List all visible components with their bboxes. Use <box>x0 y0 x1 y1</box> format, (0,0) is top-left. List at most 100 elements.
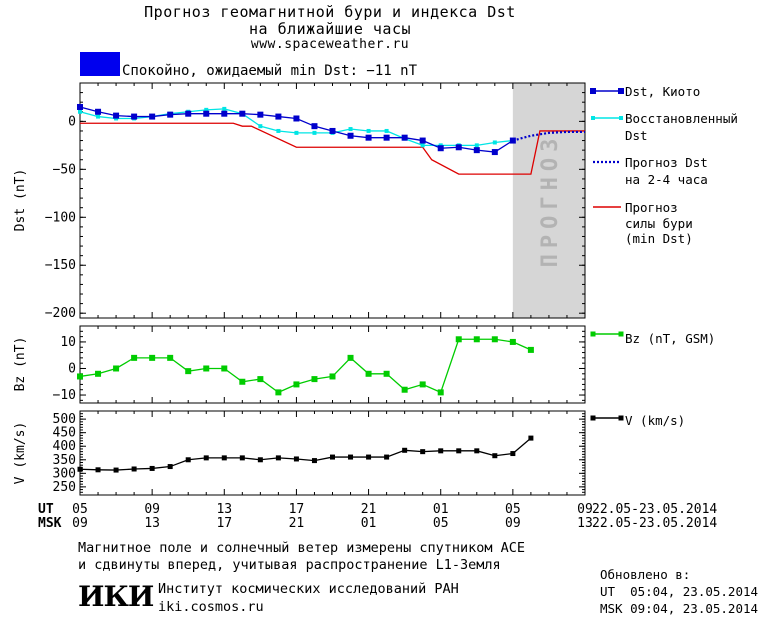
v-point <box>257 457 263 463</box>
v-point <box>384 454 390 460</box>
y-tick-label: 0 <box>68 114 76 129</box>
v-point <box>293 456 299 462</box>
bz-point <box>95 370 102 377</box>
legend-dst-kyoto-swatch-marker <box>618 88 624 94</box>
legend-dst-restored: Восстановленный <box>625 111 738 126</box>
v-point <box>167 464 173 470</box>
y-tick-label: 0 <box>68 361 76 376</box>
dst-restored-point <box>222 106 227 111</box>
y-tick-label: 500 <box>53 412 76 427</box>
bz-point <box>149 354 156 361</box>
dst-kyoto-point <box>329 127 336 134</box>
panel-frame <box>79 325 586 404</box>
v-point <box>456 448 462 454</box>
msk-tick-label: 17 <box>216 516 232 531</box>
bz-point <box>221 365 228 372</box>
bz-point <box>473 336 480 343</box>
y-axis-label: Dst (nT) <box>13 169 28 232</box>
bz-point <box>383 370 390 377</box>
bz-point <box>401 386 408 393</box>
v-point <box>330 454 335 460</box>
dst-kyoto-point <box>77 103 83 110</box>
forecast-band-label: ПРОГНОЗ <box>538 133 563 268</box>
v-point <box>402 447 408 453</box>
bz-point <box>77 373 83 380</box>
msk-date-range: 22.05-23.05.2014 <box>592 516 717 531</box>
v-point <box>239 455 245 461</box>
legend-dst-kyoto: Dst, Киото <box>625 84 700 99</box>
iki-logo: ИКИ <box>78 580 154 613</box>
dst-restored-point <box>420 143 425 148</box>
msk-axis-label: MSK <box>38 516 62 531</box>
msk-tick-label: 09 <box>72 516 88 531</box>
dst-kyoto-point <box>419 137 426 144</box>
v-point <box>131 466 137 472</box>
dst-restored-point <box>384 128 389 133</box>
institute-site[interactable]: iki.cosmos.ru <box>158 599 264 615</box>
bz-point <box>509 338 516 345</box>
chart-subtitle: на ближайшие часы <box>248 20 412 38</box>
v-point <box>438 448 444 454</box>
dst-panel: ПРОГНОЗ 0 −50 −100 −150 −200 Dst (nT) <box>13 82 586 321</box>
legend-storm-2: силы бури <box>625 216 693 231</box>
dst-kyoto-point <box>491 149 498 156</box>
bz-point <box>455 336 462 343</box>
dst-kyoto-point <box>275 113 282 120</box>
msk-tick-label: 09 <box>505 516 521 531</box>
bz-point <box>239 378 246 385</box>
ut-tick-label: 17 <box>289 502 305 517</box>
dst-kyoto-point <box>455 144 462 151</box>
msk-tick-label: 13 <box>577 516 593 531</box>
v-point <box>113 467 119 473</box>
dst-kyoto-point <box>347 132 354 139</box>
legend-v-swatch-marker <box>590 415 596 421</box>
dst-kyoto-point <box>293 115 300 122</box>
legend-v: V (km/s) <box>625 413 685 428</box>
y-tick-label: −200 <box>45 306 76 321</box>
v-point <box>311 458 317 464</box>
bz-point <box>185 368 192 375</box>
v-point <box>185 457 191 463</box>
site-url[interactable]: www.spaceweather.ru <box>250 37 410 52</box>
bz-point <box>275 389 282 396</box>
msk-tick-label: 05 <box>433 516 449 531</box>
dst-kyoto-point <box>203 110 210 117</box>
dst-kyoto-point <box>221 110 228 117</box>
legend-bz-swatch-marker <box>590 331 596 337</box>
dst-kyoto-point <box>365 134 372 141</box>
ut-tick-label: 09 <box>577 502 593 517</box>
dst-restored-point <box>258 124 263 129</box>
bz-line <box>79 338 532 394</box>
bz-point <box>527 346 534 353</box>
dst-kyoto-point <box>167 111 174 118</box>
y-tick-label: −10 <box>53 388 76 403</box>
dst-kyoto-point <box>257 111 264 118</box>
v-point <box>203 455 209 461</box>
bz-point <box>131 354 138 361</box>
y-tick-label: −50 <box>53 162 76 177</box>
bz-point <box>203 365 210 372</box>
dst-restored-point <box>366 128 371 133</box>
dst-kyoto-point <box>239 110 246 117</box>
bz-panel: 10 0 −10 Bz (nT) <box>13 325 586 404</box>
legend-dst-restored-swatch-marker <box>619 116 623 120</box>
panel-frame <box>79 410 586 496</box>
dst-kyoto-point <box>113 112 120 119</box>
msk-tick-label: 01 <box>361 516 377 531</box>
y-axis-label: V (km/s) <box>13 422 28 485</box>
v-point <box>474 448 480 454</box>
bz-point <box>491 336 498 343</box>
y-tick-label: −150 <box>45 258 76 273</box>
dst-restored-point <box>492 140 497 145</box>
msk-tick-label: 13 <box>144 516 160 531</box>
y-tick-label: 300 <box>53 466 76 481</box>
dst-kyoto-point <box>437 145 444 152</box>
legend-dst-kyoto-swatch-marker <box>590 88 596 94</box>
ut-tick-label: 21 <box>361 502 377 517</box>
dst-kyoto-point <box>95 108 102 115</box>
v-point <box>221 455 227 461</box>
updated-msk: MSK 09:04, 23.05.2014 <box>600 601 759 616</box>
